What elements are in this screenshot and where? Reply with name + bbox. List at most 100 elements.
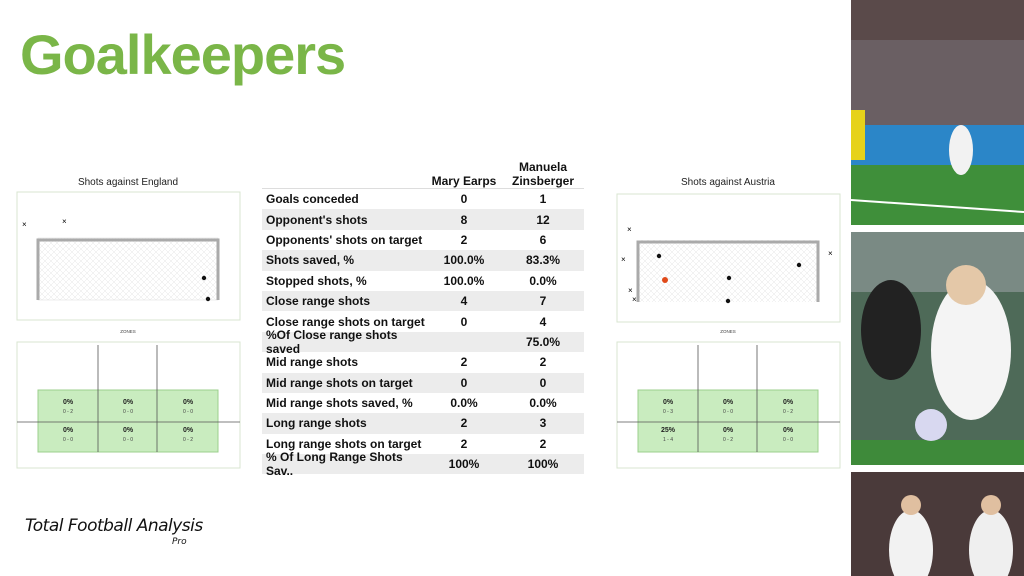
- row-label: Opponents' shots on target: [266, 232, 423, 247]
- value-cell: 2: [460, 232, 468, 247]
- value-cell: 83.3%: [525, 253, 561, 268]
- goal-post: [636, 240, 820, 302]
- panel-title: Shots against England: [78, 177, 178, 188]
- row-label: Stopped shots, %: [266, 273, 367, 288]
- zones-area: [37, 389, 219, 453]
- shot-dot: [656, 253, 662, 259]
- value-cell: 100.0%: [443, 253, 485, 268]
- value-cell: 1: [539, 192, 547, 207]
- table-row: Opponent's shots 8 12: [262, 209, 584, 230]
- zone-percent: 0%: [183, 399, 194, 406]
- table-row: Shots saved, % 100.0% 83.3%: [262, 250, 584, 271]
- shot-miss: ×: [62, 217, 67, 226]
- photo: [851, 232, 1024, 465]
- value-cell: 12: [536, 212, 550, 227]
- table-row: Opponents' shots on target 2 6: [262, 230, 584, 250]
- zone-percent: 0%: [723, 427, 734, 434]
- zone-count: 1 - 4: [663, 437, 673, 443]
- table-row: Mid range shots on target 0 0: [262, 372, 584, 393]
- table-row: Long range shots 2 3: [262, 413, 584, 434]
- zone-percent: 0%: [183, 427, 194, 434]
- logo: Total Football Analysis: [25, 516, 203, 536]
- shot-dot: [796, 262, 802, 268]
- panel-title: Shots against Austria: [681, 177, 775, 188]
- goal-net: [638, 240, 818, 302]
- zone-percent: 0%: [123, 399, 134, 406]
- shot-miss: ×: [632, 295, 637, 304]
- zone-count: 0 - 0: [63, 437, 73, 443]
- zone-count: 0 - 0: [183, 409, 193, 415]
- shot-dot: [725, 298, 731, 304]
- photo: [851, 0, 1024, 225]
- value-cell: 7: [539, 294, 547, 309]
- row-label: Mid range shots on target: [266, 375, 413, 390]
- stats-table: Mary Earps Manuela Zinsberger Goals conced…: [262, 158, 584, 478]
- value-cell: 4: [539, 314, 547, 329]
- value-cell: 100%: [527, 457, 559, 472]
- photos: [851, 0, 1024, 576]
- value-cell: 2: [539, 355, 547, 370]
- zone-count: 0 - 0: [783, 437, 793, 443]
- value-cell: 4: [460, 294, 468, 309]
- zone-count: 0 - 0: [123, 437, 133, 443]
- row-label: %Of Close range shots saved: [266, 327, 398, 356]
- value-cell: 75.0%: [525, 334, 561, 349]
- goal-net: [37, 237, 219, 301]
- table-row: Long range shots on target 2 2: [262, 434, 584, 454]
- photo: [851, 472, 1024, 576]
- zone-count: 0 - 2: [783, 409, 793, 415]
- zone-count: 0 - 2: [723, 437, 733, 443]
- table-row: % Of Long Range Shots Sav.. 100% 100%: [262, 450, 584, 478]
- value-cell: 0.0%: [450, 396, 478, 411]
- panels: × × × × × × × Shots against England ZONES…: [16, 177, 841, 469]
- row-label: Close range shots on target: [266, 314, 425, 329]
- column-header: Mary Earps: [431, 174, 497, 188]
- value-cell: 2: [460, 436, 468, 451]
- zone-count: 0 - 2: [63, 409, 73, 415]
- shot-miss: ×: [621, 255, 626, 264]
- shot-dot: [205, 296, 211, 302]
- logo-tag: Pro: [172, 537, 187, 547]
- zone-percent: 0%: [63, 399, 74, 406]
- row-label: Goals conceded: [266, 192, 359, 207]
- zone-percent: 0%: [123, 427, 134, 434]
- value-cell: 0: [460, 192, 468, 207]
- table-row: %Of Close range shots saved 75.0%: [262, 328, 584, 356]
- row-label: % Of Long Range Shots Sav..: [266, 450, 403, 479]
- table-row: Stopped shots, % 100.0% 0.0%: [262, 271, 584, 291]
- zone-count: 0 - 3: [663, 409, 673, 415]
- column-header: Manuela Zinsberger: [511, 160, 574, 188]
- value-cell: 2: [539, 436, 547, 451]
- shot-dot: [726, 275, 732, 281]
- zone-percent: 25%: [661, 427, 676, 434]
- value-cell: 0: [460, 375, 468, 390]
- value-cell: 2: [460, 416, 468, 431]
- header-row: Mary Earps Manuela Zinsberger: [262, 158, 584, 189]
- zone-percent: 0%: [723, 399, 734, 406]
- value-cell: 0: [460, 314, 468, 329]
- row-label: Close range shots: [266, 294, 371, 309]
- row-label: Mid range shots: [266, 355, 359, 370]
- row-label: Mid range shots saved, %: [266, 396, 413, 411]
- zone-percent: 0%: [783, 427, 794, 434]
- value-cell: 0.0%: [529, 273, 557, 288]
- shot-miss: ×: [22, 220, 27, 229]
- row-label: Long range shots on target: [266, 436, 422, 451]
- value-cell: 6: [539, 232, 547, 247]
- table-row: Goals conceded 0 1: [262, 189, 584, 209]
- zone-count: 0 - 2: [183, 437, 193, 443]
- value-cell: 100.0%: [443, 273, 485, 288]
- zone-count: 0 - 0: [123, 409, 133, 415]
- goal-dot: [662, 277, 668, 283]
- shot-miss: ×: [628, 286, 633, 295]
- value-cell: 0.0%: [529, 396, 557, 411]
- zones-area: [637, 389, 819, 453]
- shot-dot: [201, 275, 207, 281]
- zones-label: ZONES: [720, 329, 736, 334]
- value-cell: 100%: [448, 457, 480, 472]
- table-row: Mid range shots saved, % 0.0% 0.0%: [262, 393, 584, 413]
- table-row: Close range shots 4 7: [262, 290, 584, 312]
- value-cell: 2: [460, 355, 468, 370]
- zone-count: 0 - 0: [723, 409, 733, 415]
